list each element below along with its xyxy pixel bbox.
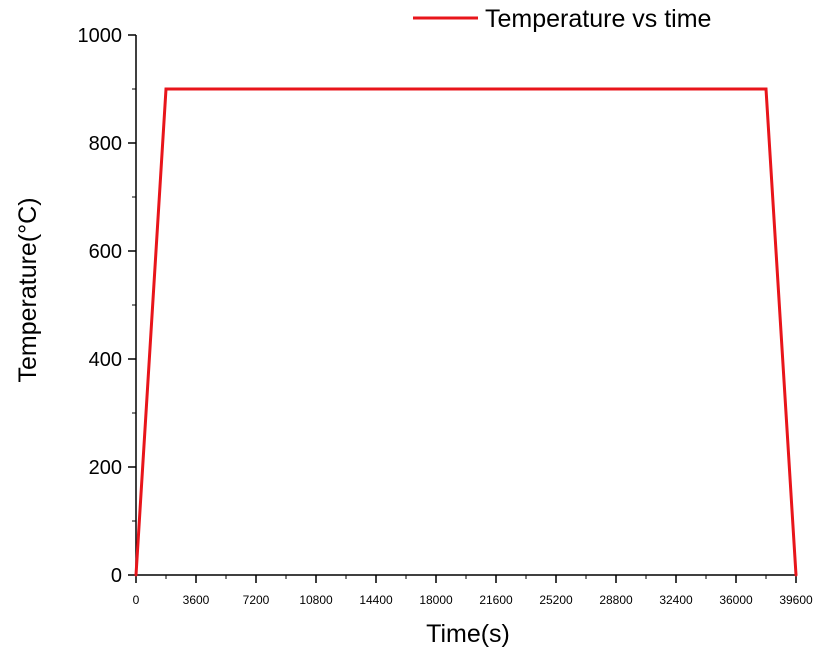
x-tick-label: 18000 bbox=[419, 593, 453, 607]
x-tick-label: 14400 bbox=[359, 593, 393, 607]
y-tick-label: 1000 bbox=[78, 25, 123, 47]
y-tick-label: 200 bbox=[89, 457, 122, 479]
data-point bbox=[794, 573, 798, 577]
x-tick-label: 10800 bbox=[299, 593, 333, 607]
data-point bbox=[164, 87, 168, 91]
data-point bbox=[764, 87, 768, 91]
data-point bbox=[134, 573, 138, 577]
x-tick-label: 36000 bbox=[719, 593, 753, 607]
x-tick-label: 25200 bbox=[539, 593, 573, 607]
x-tick-label: 32400 bbox=[659, 593, 693, 607]
series-layer bbox=[134, 87, 798, 577]
x-tick-label: 39600 bbox=[779, 593, 813, 607]
legend-label: Temperature vs time bbox=[485, 5, 711, 33]
x-tick-label: 28800 bbox=[599, 593, 633, 607]
x-axis-title: Time(s) bbox=[426, 620, 510, 648]
x-tick-label: 21600 bbox=[479, 593, 513, 607]
x-tick-label: 0 bbox=[133, 593, 140, 607]
series-line bbox=[134, 87, 798, 576]
axes bbox=[135, 35, 796, 576]
x-tick-label: 7200 bbox=[243, 593, 270, 607]
y-axis-ticks: 0 200 400 600 800 1000 bbox=[78, 25, 136, 587]
x-axis-ticks: 0 3600 7200 10800 14400 18000 21600 25200 28800 3… bbox=[133, 575, 813, 607]
x-tick-label: 3600 bbox=[183, 593, 210, 607]
y-tick-label: 0 bbox=[111, 565, 122, 587]
y-tick-label: 600 bbox=[89, 241, 122, 263]
y-tick-label: 400 bbox=[89, 349, 122, 371]
y-axis-title: Temperature(°C) bbox=[14, 197, 42, 382]
legend: Temperature vs time bbox=[413, 5, 711, 33]
y-tick-label: 800 bbox=[89, 133, 122, 155]
